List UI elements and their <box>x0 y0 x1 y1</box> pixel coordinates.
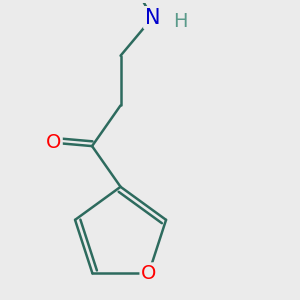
Text: H: H <box>173 12 187 31</box>
Text: N: N <box>145 8 160 28</box>
Text: O: O <box>141 264 156 283</box>
Text: O: O <box>46 134 61 152</box>
